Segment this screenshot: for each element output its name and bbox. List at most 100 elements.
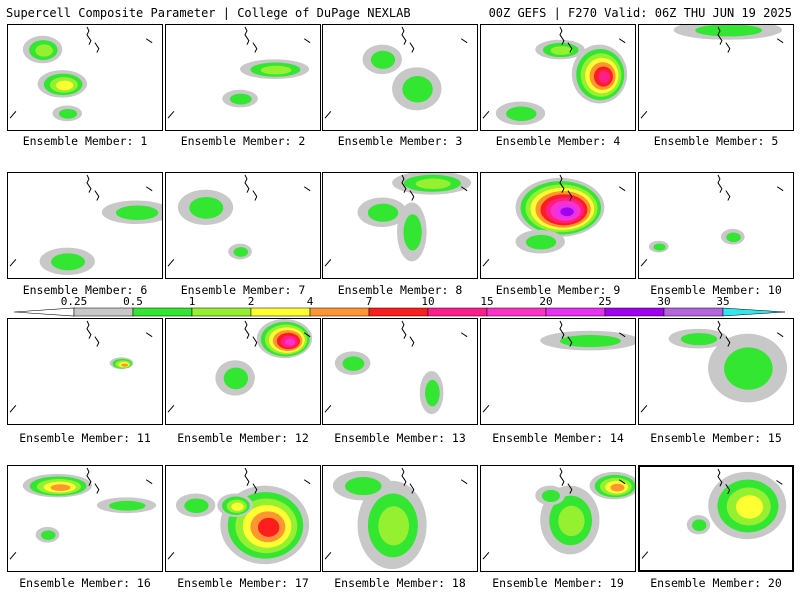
scp-contour <box>229 93 252 105</box>
scp-contour <box>653 243 666 251</box>
member-label-13: Ensemble Member: 13 <box>334 431 466 445</box>
member-panel-10[interactable] <box>638 172 794 279</box>
color-legend: 0.25 0.5 1 2 4 7 10 15 20 25 30 35 <box>13 295 786 317</box>
scp-contour <box>378 506 410 546</box>
coastline <box>324 111 332 119</box>
member-map-11 <box>9 320 153 413</box>
scp-contour <box>51 253 86 271</box>
scp-contour <box>680 333 718 346</box>
member-map-1 <box>9 26 153 122</box>
coastline <box>482 552 490 560</box>
member-label-19: Ensemble Member: 19 <box>492 576 624 590</box>
coastline <box>559 174 565 193</box>
scp-contour <box>40 530 56 541</box>
coastline <box>324 259 332 267</box>
scp-contour <box>724 347 773 390</box>
member-panel-12[interactable] <box>165 318 321 425</box>
member-panel-17[interactable] <box>165 465 321 572</box>
member-panel-13[interactable] <box>322 318 478 425</box>
coastline <box>618 332 626 338</box>
member-label-15: Ensemble Member: 15 <box>650 431 782 445</box>
member-label-14: Ensemble Member: 14 <box>492 431 624 445</box>
coastline <box>86 174 92 193</box>
coastline <box>567 336 573 347</box>
scp-contour <box>223 367 249 390</box>
member-map-14 <box>482 320 635 413</box>
member-label-11: Ensemble Member: 11 <box>19 431 151 445</box>
coastline <box>167 552 175 560</box>
coastline <box>482 259 490 267</box>
coastline <box>324 405 332 413</box>
legend-swatch <box>309 307 370 317</box>
page-title: Supercell Composite Parameter | College … <box>6 6 411 20</box>
legend-swatch <box>132 307 193 317</box>
scp-contour <box>35 44 53 57</box>
coastline <box>9 111 17 119</box>
member-panel-16[interactable] <box>7 465 163 572</box>
scp-contour <box>370 50 396 69</box>
coastline <box>252 483 258 494</box>
coastline <box>717 468 723 487</box>
legend-swatch <box>545 307 606 317</box>
scp-contour <box>231 502 244 511</box>
member-panel-15[interactable] <box>638 318 794 425</box>
member-label-8: Ensemble Member: 8 <box>337 283 463 297</box>
member-label-5: Ensemble Member: 5 <box>653 134 779 148</box>
member-panel-20[interactable] <box>638 465 794 572</box>
member-panel-9[interactable] <box>480 172 636 279</box>
coastline <box>640 405 648 413</box>
member-panel-2[interactable] <box>165 24 321 131</box>
scp-contour <box>56 80 74 91</box>
member-panel-5[interactable] <box>638 24 794 131</box>
member-map-12 <box>167 319 313 413</box>
member-panel-18[interactable] <box>322 465 478 572</box>
member-map-2 <box>167 26 311 119</box>
scp-contour <box>610 483 625 492</box>
legend-swatch <box>250 307 311 317</box>
coastline <box>559 467 565 486</box>
coastline <box>167 259 175 267</box>
scp-contour <box>415 178 451 190</box>
legend-tick-label: 7 <box>366 295 373 308</box>
member-panel-11[interactable] <box>7 318 163 425</box>
scp-contour <box>345 477 382 496</box>
coastline <box>252 336 258 347</box>
coastline <box>559 320 565 339</box>
legend-tick-label: 35 <box>716 295 729 308</box>
coastline <box>145 186 153 192</box>
coastline <box>244 320 250 339</box>
scp-contour <box>115 205 159 220</box>
coastline <box>252 190 258 201</box>
member-panel-8[interactable] <box>322 172 478 279</box>
legend-tick-label: 25 <box>598 295 611 308</box>
coastline <box>252 42 258 53</box>
coastline <box>167 111 175 119</box>
legend-tick-label: 15 <box>480 295 493 308</box>
scp-contour <box>58 108 78 119</box>
member-panel-3[interactable] <box>322 24 478 131</box>
coastline <box>640 111 648 119</box>
member-map-9 <box>482 174 626 267</box>
member-panel-19[interactable] <box>480 465 636 572</box>
coastline <box>776 38 784 44</box>
coastline <box>145 38 153 44</box>
legend-tick-label: 2 <box>248 295 255 308</box>
scp-contour <box>284 338 296 346</box>
member-map-19 <box>482 467 635 560</box>
member-panel-4[interactable] <box>480 24 636 131</box>
coastline <box>244 26 250 45</box>
member-panel-14[interactable] <box>480 318 636 425</box>
member-panel-1[interactable] <box>7 24 163 131</box>
coastline <box>86 320 92 339</box>
legend-swatch <box>486 307 547 317</box>
coastline <box>303 38 311 44</box>
member-map-4 <box>482 26 628 126</box>
coastline <box>303 186 311 192</box>
scp-contour <box>735 495 764 519</box>
coastline <box>725 484 731 495</box>
member-panel-7[interactable] <box>165 172 321 279</box>
coastline <box>167 405 175 413</box>
legend-tick-label: 0.25 <box>61 295 88 308</box>
legend-tick-label: 30 <box>657 295 670 308</box>
member-panel-6[interactable] <box>7 172 163 279</box>
